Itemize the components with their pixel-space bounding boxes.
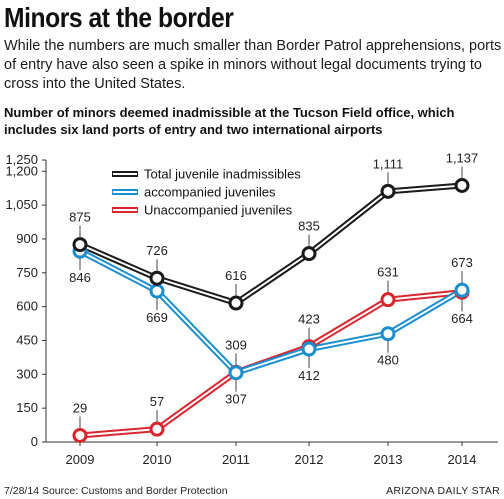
data-label: 726 (146, 243, 168, 258)
data-label: 309 (225, 337, 247, 352)
y-tick-label: 450 (16, 332, 38, 347)
data-point (301, 341, 317, 357)
y-tick-label: 1,050 (5, 197, 38, 212)
data-point (228, 295, 244, 311)
y-tick-label: 600 (16, 299, 38, 314)
data-label: 875 (69, 210, 91, 225)
data-point (149, 283, 165, 299)
chart-subtitle: Number of minors deemed inadmissible at … (4, 105, 455, 137)
data-point (72, 237, 88, 253)
headline: Minors at the border (4, 2, 234, 33)
data-label: 412 (298, 368, 320, 383)
data-label: 423 (298, 312, 320, 327)
data-point (454, 282, 470, 298)
x-tick-label: 2014 (448, 452, 477, 467)
data-label: 673 (451, 255, 473, 270)
intro-text: While the numbers are much smaller than … (4, 38, 502, 92)
x-tick-label: 2013 (374, 452, 403, 467)
y-tick-label: 900 (16, 231, 38, 246)
x-tick-label: 2012 (295, 452, 324, 467)
data-label: 664 (451, 311, 473, 326)
legend-label: Unaccompanied juveniles (144, 203, 293, 218)
data-label: 669 (146, 310, 168, 325)
legend-label: accompanied juveniles (144, 185, 276, 200)
data-label: 29 (73, 400, 87, 415)
chart-legend: Total juvenile inadmissibles accompanied … (112, 167, 301, 218)
data-point (72, 427, 88, 443)
y-tick-label: 1,250 (5, 152, 38, 167)
legend-label: Total juvenile inadmissibles (144, 167, 301, 182)
data-point (380, 326, 396, 342)
chart-series: 875 726 616 835 1,111 1,137 846 669 307 412 480 673… (69, 150, 479, 443)
data-point (228, 365, 244, 381)
x-tick-label: 2011 (222, 452, 250, 467)
y-tick-label: 300 (16, 366, 38, 381)
series-line-inner (79, 250, 463, 374)
series-line-inner (79, 184, 463, 304)
data-label: 307 (225, 392, 247, 407)
y-tick-label: 0 (31, 434, 38, 449)
publisher-credit: ARIZONA DAILY STAR (386, 485, 500, 497)
y-tick-label: 1,200 (5, 163, 38, 178)
data-label: 1,111 (373, 156, 404, 171)
x-tick-label: 2009 (66, 452, 95, 467)
data-point (149, 270, 165, 286)
data-label: 480 (377, 353, 399, 368)
data-point (380, 292, 396, 308)
data-label: 57 (150, 394, 164, 409)
x-tick-label: 2010 (143, 452, 172, 467)
data-point (380, 183, 396, 199)
y-tick-label: 150 (16, 400, 38, 415)
data-label: 631 (377, 265, 399, 280)
data-point (301, 246, 317, 262)
data-label: 846 (69, 270, 91, 285)
data-point (149, 421, 165, 437)
source-note: 7/28/14 Source: Customs and Border Prote… (4, 485, 228, 497)
data-label: 1,137 (446, 150, 479, 165)
data-point (454, 177, 470, 193)
data-label: 616 (225, 268, 247, 283)
y-tick-label: 750 (16, 265, 38, 280)
data-label: 835 (298, 219, 320, 234)
